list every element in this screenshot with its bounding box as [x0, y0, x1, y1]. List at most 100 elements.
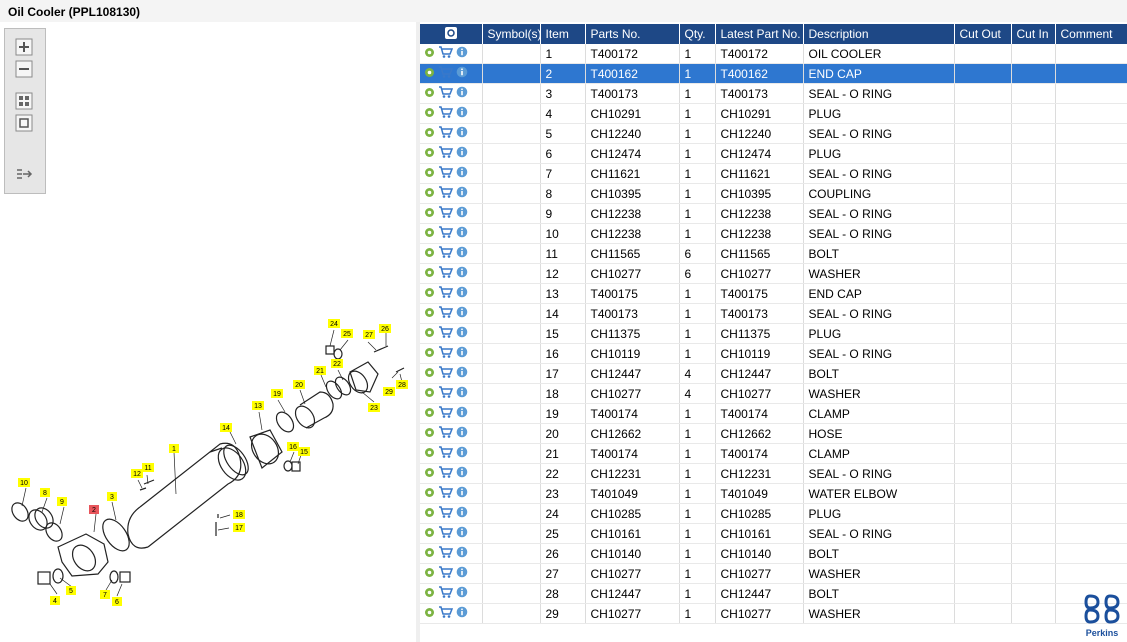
gear-icon[interactable]: [424, 327, 435, 341]
table-row[interactable]: 15 CH11375 1 CH11375 PLUG: [420, 323, 1127, 344]
table-row[interactable]: 9 CH12238 1 CH12238 SEAL - O RING: [420, 203, 1127, 224]
show-list-button[interactable]: [14, 165, 34, 185]
info-icon[interactable]: [456, 206, 468, 221]
cart-icon[interactable]: [438, 306, 454, 321]
cart-icon[interactable]: [438, 206, 454, 221]
cart-icon[interactable]: [438, 286, 454, 301]
gear-icon[interactable]: [424, 127, 435, 141]
info-icon[interactable]: [456, 426, 468, 441]
column-header-cut-out[interactable]: Cut Out: [954, 24, 1012, 44]
gear-icon[interactable]: [424, 387, 435, 401]
table-row[interactable]: 5 CH12240 1 CH12240 SEAL - O RING: [420, 123, 1127, 144]
info-icon[interactable]: [456, 486, 468, 501]
gear-icon[interactable]: [424, 567, 435, 581]
gear-icon[interactable]: [424, 267, 435, 281]
info-icon[interactable]: [456, 446, 468, 461]
cart-icon[interactable]: [438, 466, 454, 481]
cart-icon[interactable]: [438, 446, 454, 461]
info-icon[interactable]: [456, 126, 468, 141]
gear-icon[interactable]: [424, 487, 435, 501]
gear-icon[interactable]: [424, 87, 435, 101]
gear-icon[interactable]: [424, 607, 435, 621]
cart-icon[interactable]: [438, 326, 454, 341]
info-icon[interactable]: [456, 46, 468, 61]
info-icon[interactable]: [456, 346, 468, 361]
diagram-pane[interactable]: 1 2 3 4 5 6 7 8 9 10 11 12 13 14 15 16 1…: [0, 22, 417, 642]
info-icon[interactable]: [456, 146, 468, 161]
info-icon[interactable]: [456, 266, 468, 281]
gear-icon[interactable]: [424, 507, 435, 521]
table-row[interactable]: 14 T400173 1 T400173 SEAL - O RING: [420, 303, 1127, 324]
column-header-latest-part-no[interactable]: Latest Part No.: [715, 24, 804, 44]
pane-splitter[interactable]: [416, 22, 420, 642]
table-row[interactable]: 7 CH11621 1 CH11621 SEAL - O RING: [420, 163, 1127, 184]
info-icon[interactable]: [456, 306, 468, 321]
cart-icon[interactable]: [438, 566, 454, 581]
gear-icon[interactable]: [424, 47, 435, 61]
cart-icon[interactable]: [438, 246, 454, 261]
gear-icon[interactable]: [424, 587, 435, 601]
table-row[interactable]: 26 CH10140 1 CH10140 BOLT: [420, 543, 1127, 564]
table-row[interactable]: 29 CH10277 1 CH10277 WASHER: [420, 603, 1127, 624]
gear-icon[interactable]: [424, 167, 435, 181]
info-icon[interactable]: [456, 466, 468, 481]
cart-icon[interactable]: [438, 146, 454, 161]
gear-icon[interactable]: [424, 447, 435, 461]
gear-icon[interactable]: [424, 147, 435, 161]
info-icon[interactable]: [456, 566, 468, 581]
table-row[interactable]: 10 CH12238 1 CH12238 SEAL - O RING: [420, 223, 1127, 244]
info-icon[interactable]: [456, 246, 468, 261]
table-row[interactable]: 12 CH10277 6 CH10277 WASHER: [420, 263, 1127, 284]
info-icon[interactable]: [456, 506, 468, 521]
table-row[interactable]: 11 CH11565 6 CH11565 BOLT: [420, 243, 1127, 264]
info-icon[interactable]: [456, 546, 468, 561]
column-header-tools[interactable]: [420, 24, 483, 44]
info-icon[interactable]: [456, 86, 468, 101]
gear-icon[interactable]: [424, 347, 435, 361]
zoom-in-button[interactable]: [14, 37, 34, 57]
table-row[interactable]: 28 CH12447 1 CH12447 BOLT: [420, 583, 1127, 604]
info-icon[interactable]: [456, 286, 468, 301]
cart-icon[interactable]: [438, 406, 454, 421]
info-icon[interactable]: [456, 66, 468, 81]
table-row[interactable]: 27 CH10277 1 CH10277 WASHER: [420, 563, 1127, 584]
cart-icon[interactable]: [438, 606, 454, 621]
cart-icon[interactable]: [438, 586, 454, 601]
info-icon[interactable]: [456, 226, 468, 241]
info-icon[interactable]: [456, 366, 468, 381]
cart-icon[interactable]: [438, 366, 454, 381]
info-icon[interactable]: [456, 106, 468, 121]
gear-icon[interactable]: [424, 227, 435, 241]
table-row[interactable]: 16 CH10119 1 CH10119 SEAL - O RING: [420, 343, 1127, 364]
gear-icon[interactable]: [424, 287, 435, 301]
gear-icon[interactable]: [424, 367, 435, 381]
table-row[interactable]: 6 CH12474 1 CH12474 PLUG: [420, 143, 1127, 164]
cart-icon[interactable]: [438, 386, 454, 401]
column-header-qty[interactable]: Qty.: [679, 24, 716, 44]
table-row[interactable]: 13 T400175 1 T400175 END CAP: [420, 283, 1127, 304]
table-row[interactable]: 17 CH12447 4 CH12447 BOLT: [420, 363, 1127, 384]
info-icon[interactable]: [456, 586, 468, 601]
cart-icon[interactable]: [438, 126, 454, 141]
gear-icon[interactable]: [424, 247, 435, 261]
table-row[interactable]: 25 CH10161 1 CH10161 SEAL - O RING: [420, 523, 1127, 544]
cart-icon[interactable]: [438, 346, 454, 361]
cart-icon[interactable]: [438, 186, 454, 201]
info-icon[interactable]: [456, 186, 468, 201]
table-row[interactable]: 24 CH10285 1 CH10285 PLUG: [420, 503, 1127, 524]
gear-icon[interactable]: [424, 427, 435, 441]
gear-icon[interactable]: [424, 467, 435, 481]
column-header-symbols[interactable]: Symbol(s): [482, 24, 541, 44]
info-icon[interactable]: [456, 606, 468, 621]
table-row[interactable]: 2 T400162 1 T400162 END CAP: [420, 63, 1127, 84]
column-header-parts-no[interactable]: Parts No.: [585, 24, 680, 44]
cart-icon[interactable]: [438, 46, 454, 61]
gear-icon[interactable]: [424, 527, 435, 541]
gear-icon[interactable]: [424, 107, 435, 121]
gear-icon[interactable]: [424, 307, 435, 321]
cart-icon[interactable]: [438, 106, 454, 121]
info-icon[interactable]: [456, 386, 468, 401]
gear-icon[interactable]: [424, 187, 435, 201]
gear-icon[interactable]: [424, 547, 435, 561]
cart-icon[interactable]: [438, 546, 454, 561]
